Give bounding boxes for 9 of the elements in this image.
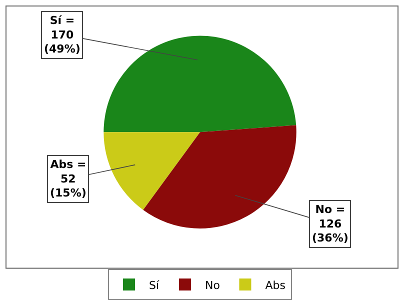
legend-label: Sí [149, 278, 160, 292]
data-label: Abs = 52 (15%) [50, 158, 86, 200]
legend-label: No [204, 278, 220, 292]
pie-slice [104, 132, 200, 210]
legend-label: Abs [265, 278, 286, 292]
data-label: Sí = 170 (49%) [44, 14, 80, 56]
data-label: No = 126 (36%) [312, 203, 348, 245]
pie-slice [104, 36, 296, 132]
pie-slice [143, 125, 296, 228]
